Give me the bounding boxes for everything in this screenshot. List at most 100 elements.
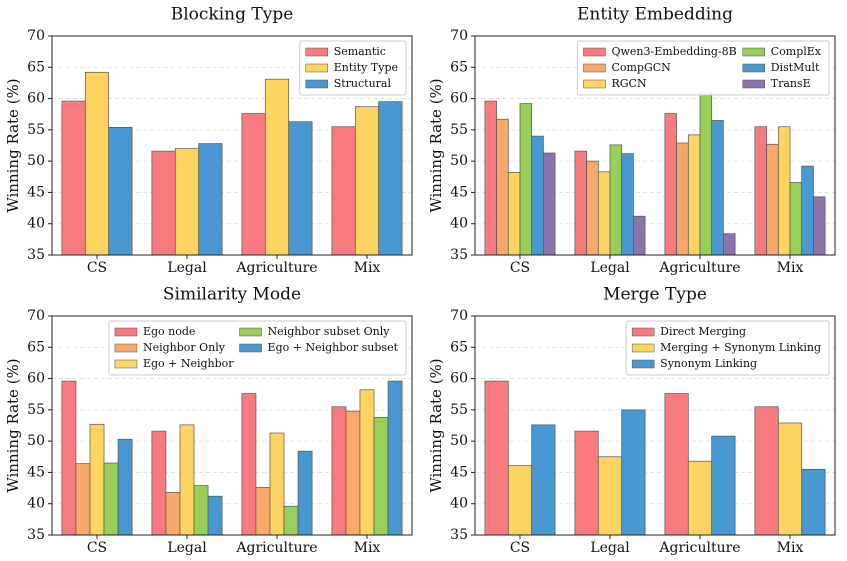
legend-swatch — [114, 359, 138, 369]
bar — [519, 103, 533, 256]
bar — [621, 153, 634, 256]
bar — [378, 101, 403, 256]
legend-box — [625, 320, 830, 376]
bar — [255, 487, 271, 536]
legend-label: ComplEx — [771, 45, 822, 58]
bar — [108, 127, 133, 256]
legend: Ego node Neighbor Only Ego + Neighbor Neigh… — [108, 320, 407, 376]
legend-swatch — [305, 47, 328, 57]
bar — [789, 182, 803, 256]
bar — [288, 121, 313, 256]
chart-panel: Entity Embedding Winning Rate (%) 35 40 45 50… — [427, 5, 836, 276]
legend-label: Entity Type — [334, 61, 398, 74]
y-tick-label: 60 — [450, 371, 468, 387]
legend-label: CompGCN — [611, 61, 671, 74]
y-tick-label: 55 — [450, 402, 468, 418]
legend-label: TransE — [771, 77, 811, 90]
y-tick-label: 65 — [450, 339, 468, 355]
y-tick-label: 50 — [27, 153, 45, 169]
x-tick-label: Legal — [167, 260, 207, 276]
bar — [283, 505, 299, 536]
bar — [345, 410, 361, 536]
x-tick-label: Agriculture — [658, 260, 740, 276]
legend-swatch — [583, 63, 606, 73]
legend-label: DistMult — [771, 61, 820, 74]
plot-frame — [474, 35, 836, 256]
bar — [193, 485, 209, 536]
bar — [687, 460, 713, 536]
plot-frame — [51, 315, 413, 536]
legend-swatch — [583, 79, 606, 89]
y-tick-label: 55 — [450, 122, 468, 138]
bar — [151, 150, 176, 256]
legend-swatch — [583, 47, 606, 57]
y-tick-label: 45 — [27, 184, 45, 200]
y-tick-label: 40 — [27, 216, 45, 232]
x-tick-label: CS — [87, 540, 107, 556]
bar — [586, 160, 599, 256]
bar — [711, 120, 724, 256]
legend-swatch — [742, 79, 765, 89]
x-tick-label: Legal — [590, 260, 630, 276]
bar — [676, 142, 689, 256]
bar — [597, 171, 611, 256]
y-tick-label: 60 — [450, 91, 468, 107]
y-tick-label: 40 — [450, 216, 468, 232]
legend-swatch — [239, 327, 262, 337]
chart-panel: Merge Type Winning Rate (%) 35 40 45 50 55 60 65… — [427, 285, 836, 556]
bar — [331, 406, 347, 536]
y-tick-label: 35 — [450, 247, 468, 263]
x-tick-label: Legal — [167, 540, 207, 556]
legend-label: Semantic — [334, 45, 386, 58]
y-tick-label: 65 — [27, 59, 45, 75]
legend-box — [576, 40, 830, 96]
x-tick-label: Mix — [354, 540, 381, 556]
legend-label: Neighbor Only — [143, 341, 226, 354]
bar — [117, 438, 133, 536]
y-tick-label: 65 — [27, 339, 45, 355]
y-tick-label: 50 — [450, 153, 468, 169]
x-tick-label: Mix — [354, 260, 381, 276]
y-tick-label: 45 — [450, 184, 468, 200]
bar — [373, 417, 389, 536]
bar — [801, 165, 814, 256]
legend-swatch — [631, 327, 655, 337]
legend-label: Synonym Linking — [660, 357, 757, 370]
bar — [387, 380, 403, 536]
y-tick-label: 70 — [27, 308, 45, 324]
y-tick-label: 40 — [27, 496, 45, 512]
bar — [269, 432, 285, 536]
bar — [84, 71, 110, 256]
y-tick-label: 35 — [450, 527, 468, 543]
bar — [711, 435, 736, 536]
bar — [699, 91, 713, 256]
y-tick-label: 55 — [27, 402, 45, 418]
bar — [723, 233, 736, 256]
x-tick-label: Agriculture — [235, 260, 317, 276]
legend-label: Structural — [334, 77, 392, 90]
legend-label: Ego + Neighbor — [143, 357, 234, 370]
plot-frame — [51, 35, 413, 256]
bar — [165, 492, 181, 536]
legend-label: Qwen3-Embedding-8B — [611, 45, 736, 58]
bar — [75, 463, 91, 536]
bar — [484, 380, 509, 536]
bar — [609, 144, 623, 256]
chart-panel: Blocking Type Winning Rate (%) 35 40 45 50 55 6… — [4, 5, 413, 276]
y-tick-label: 70 — [450, 308, 468, 324]
bar — [664, 113, 677, 256]
y-tick-label: 60 — [27, 371, 45, 387]
y-axis-label: Winning Rate (%) — [427, 78, 445, 212]
bar — [241, 113, 266, 256]
legend-label: Ego node — [143, 325, 195, 338]
legend-swatch — [305, 79, 328, 89]
chart-title: Similarity Mode — [163, 285, 301, 305]
bar — [687, 134, 701, 256]
bar — [633, 215, 646, 256]
legend-label: RGCN — [611, 77, 646, 90]
x-tick-label: Agriculture — [658, 540, 740, 556]
x-tick-label: CS — [87, 260, 107, 276]
legend-label: Merging + Synonym Linking — [660, 341, 821, 354]
legend-swatch — [742, 47, 765, 57]
bar — [151, 430, 167, 536]
